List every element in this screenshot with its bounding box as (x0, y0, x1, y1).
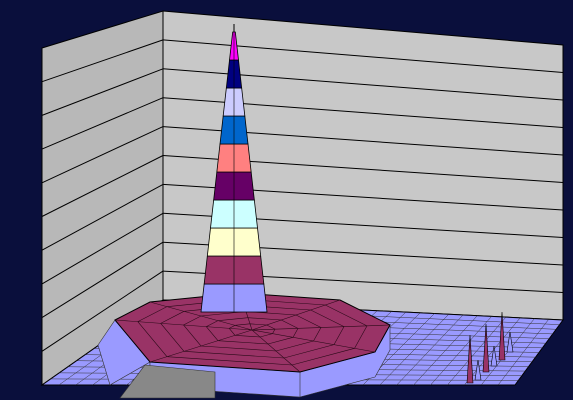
plateau-mesh-ring (205, 317, 299, 345)
left-wall-gridline (41, 126, 164, 184)
edge-spike (474, 359, 482, 381)
floor-mesh-line (396, 314, 464, 386)
left-wall-gridline (41, 155, 164, 217)
edge-spike (506, 331, 514, 353)
plateau-mesh-ring (183, 311, 322, 352)
left-wall-gridline (41, 270, 164, 352)
edge-spike (482, 323, 490, 373)
left-wall-gridline (41, 241, 164, 319)
surface-peak (200, 24, 268, 313)
edge-spikes (466, 311, 514, 384)
floor-mesh-line (464, 317, 521, 386)
back-wall-gridline (162, 39, 564, 73)
surface-plateau (97, 292, 391, 399)
plateau-mesh-ring (228, 323, 276, 338)
edge-spike (466, 334, 474, 384)
floor-mesh-line (430, 316, 492, 386)
edge-spike (498, 311, 506, 361)
left-wall-gridline (41, 212, 164, 285)
floor-mesh-line (497, 319, 549, 386)
edge-spike (490, 345, 498, 367)
left-wall-gridline (41, 39, 164, 83)
plateau-mesh-ring (137, 298, 368, 366)
floor-mesh-line (379, 314, 449, 386)
left-wall-gridline (41, 68, 164, 116)
left-wall-gridline (41, 183, 164, 251)
left-wall-gridline (41, 97, 164, 150)
floor-mesh-line (413, 315, 478, 386)
floor-mesh-line (447, 316, 507, 386)
plateau-shadow (119, 364, 216, 399)
